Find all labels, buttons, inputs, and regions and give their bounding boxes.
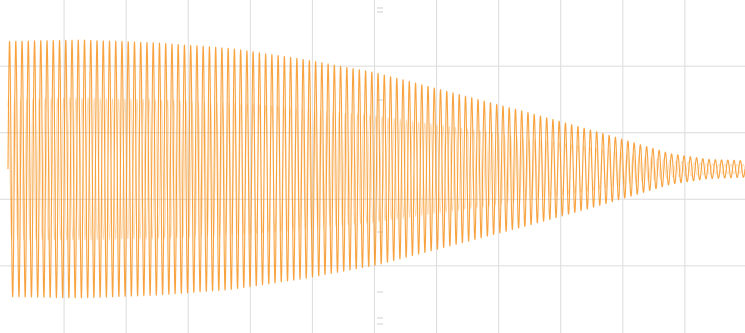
waveform-trace bbox=[7, 39, 745, 299]
waveform-traces bbox=[7, 39, 745, 299]
